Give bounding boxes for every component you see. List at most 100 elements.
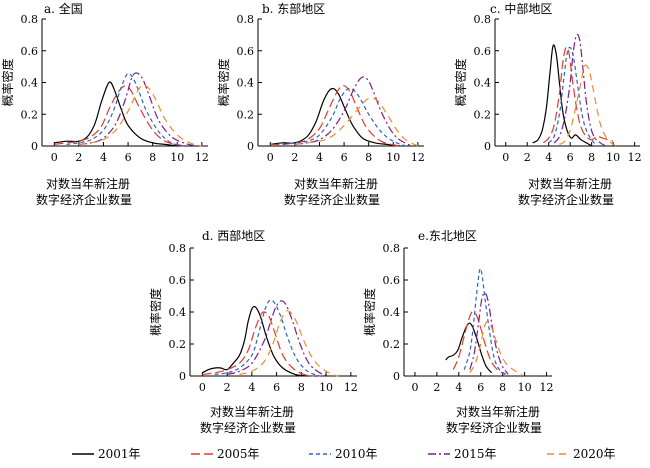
y-tick-label: 0	[393, 370, 400, 383]
density-panel-2: 0 0.2 0.4 0.6 0.8 0 2 4 6 8 10 12 b. 东部地区概率密度对数当年新注册…	[216, 1, 425, 207]
y-tick-label: 0.2	[474, 108, 492, 121]
x-tick-label: 8	[149, 151, 156, 164]
density-curve-2020年	[469, 320, 523, 375]
y-tick-label: 0.4	[474, 77, 492, 90]
x-tick-label: 2	[433, 381, 440, 394]
x-tick-label: 4	[545, 151, 552, 164]
x-tick-label: 8	[588, 151, 595, 164]
x-tick-label: 8	[298, 381, 305, 394]
density-curve-2020年	[559, 64, 617, 147]
y-tick-label: 0.4	[237, 77, 255, 90]
density-curve-2015年	[78, 72, 196, 147]
y-tick-label: 0.4	[169, 306, 187, 319]
x-tick-label: 12	[195, 151, 209, 164]
y-tick-label: 0	[31, 140, 38, 153]
y-tick-label: 0.4	[383, 306, 401, 319]
x-tick-label: 10	[606, 151, 620, 164]
legend-label: 2020年	[573, 447, 616, 461]
x-tick-label: 0	[411, 381, 418, 394]
y-tick-label: 0.6	[474, 45, 492, 58]
x-tick-label: 12	[540, 381, 554, 394]
x-tick-label: 0	[502, 151, 509, 164]
density-panel-1: 0 0.2 0.4 0.6 0.8 0 2 4 6 8 10 12 a. 全国概率密度对数当年新注册数字…	[0, 1, 209, 207]
x-axis-label-line-2: 数字经济企业数量	[200, 420, 296, 435]
x-tick-label: 8	[365, 151, 372, 164]
density-panel-4: 0 0.2 0.4 0.6 0.8 0 2 4 6 8 10 12 d. 西部地区概率密度对数当年新注册…	[148, 228, 358, 435]
x-tick-label: 2	[291, 151, 298, 164]
x-tick-label: 8	[499, 381, 506, 394]
y-tick-label: 0.2	[169, 338, 187, 351]
x-tick-label: 0	[267, 151, 274, 164]
y-tick-label: 0.8	[237, 13, 255, 26]
x-tick-label: 2	[224, 381, 231, 394]
panel-title: b. 东部地区	[262, 1, 325, 16]
density-curve-2015年	[294, 76, 412, 147]
y-tick-label: 0.2	[21, 108, 39, 121]
y-tick-label: 0.2	[237, 108, 255, 121]
x-tick-label: 6	[477, 381, 484, 394]
y-tick-label: 0.8	[474, 13, 492, 26]
density-curve-2005年	[542, 46, 614, 144]
x-tick-label: 10	[518, 381, 532, 394]
x-axis-label-line-1: 对数当年新注册	[456, 404, 540, 419]
density-curve-2001年	[532, 44, 592, 147]
x-axis-label-line-2: 数字经济企业数量	[518, 192, 614, 207]
y-tick-label: 0.6	[21, 45, 39, 58]
x-axis-label-line-1: 对数当年新注册	[46, 176, 130, 191]
density-curve-2020年	[239, 310, 339, 377]
density-curve-2010年	[214, 299, 321, 377]
x-axis-label-line-1: 对数当年新注册	[210, 404, 294, 419]
y-tick-label: 0.6	[237, 45, 255, 58]
legend: 2001年 2005年 2010年 2015年 2020年	[72, 447, 616, 461]
x-tick-label: 6	[567, 151, 574, 164]
density-curve-2010年	[463, 267, 507, 375]
legend-label: 2010年	[335, 447, 378, 461]
legend-label: 2005年	[217, 447, 260, 461]
x-tick-label: 4	[100, 151, 107, 164]
x-tick-label: 2	[524, 151, 531, 164]
y-tick-label: 0.8	[21, 13, 39, 26]
density-curve-2005年	[452, 310, 506, 375]
y-tick-label: 0.4	[21, 77, 39, 90]
x-tick-label: 6	[125, 151, 132, 164]
y-axis-label: 概率密度	[362, 288, 377, 336]
panel-title: a. 全国	[44, 1, 83, 16]
x-tick-label: 12	[411, 151, 425, 164]
x-tick-label: 4	[248, 381, 255, 394]
x-tick-label: 12	[344, 381, 358, 394]
density-curve-2005年	[54, 85, 184, 147]
y-tick-label: 0.6	[383, 274, 401, 287]
density-curve-2001年	[445, 322, 493, 374]
y-axis-label: 概率密度	[0, 58, 15, 106]
panel-title: e.东北地区	[418, 229, 477, 243]
y-tick-label: 0.8	[383, 242, 401, 255]
y-axis-label: 概率密度	[453, 58, 468, 106]
x-tick-label: 0	[199, 381, 206, 394]
y-tick-label: 0.6	[169, 274, 187, 287]
density-curve-2005年	[202, 311, 314, 377]
x-tick-label: 4	[316, 151, 323, 164]
density-curve-2020年	[294, 97, 419, 147]
panel-title: c. 中部地区	[490, 1, 552, 16]
density-curve-2010年	[66, 72, 184, 147]
density-curve-2015年	[226, 300, 330, 377]
x-axis-label-line-2: 数字经济企业数量	[446, 420, 542, 435]
panel-title: d. 西部地区	[202, 228, 265, 243]
x-axis-label-line-1: 对数当年新注册	[528, 176, 612, 191]
density-curve-2010年	[282, 87, 406, 147]
density-curve-2005年	[270, 85, 400, 147]
legend-label: 2015年	[454, 447, 497, 461]
x-axis-label-line-2: 数字经济企业数量	[284, 192, 380, 207]
y-tick-label: 0	[179, 370, 186, 383]
density-curve-2001年	[270, 87, 400, 147]
x-tick-label: 10	[170, 151, 184, 164]
density-curve-2010年	[548, 46, 598, 147]
y-tick-label: 0.2	[383, 338, 401, 351]
legend-label: 2001年	[98, 447, 141, 461]
x-axis-label-line-1: 对数当年新注册	[294, 176, 378, 191]
x-tick-label: 0	[51, 151, 58, 164]
y-axis-label: 概率密度	[216, 58, 231, 106]
x-tick-label: 6	[273, 381, 280, 394]
x-axis-label-line-2: 数字经济企业数量	[36, 192, 132, 207]
